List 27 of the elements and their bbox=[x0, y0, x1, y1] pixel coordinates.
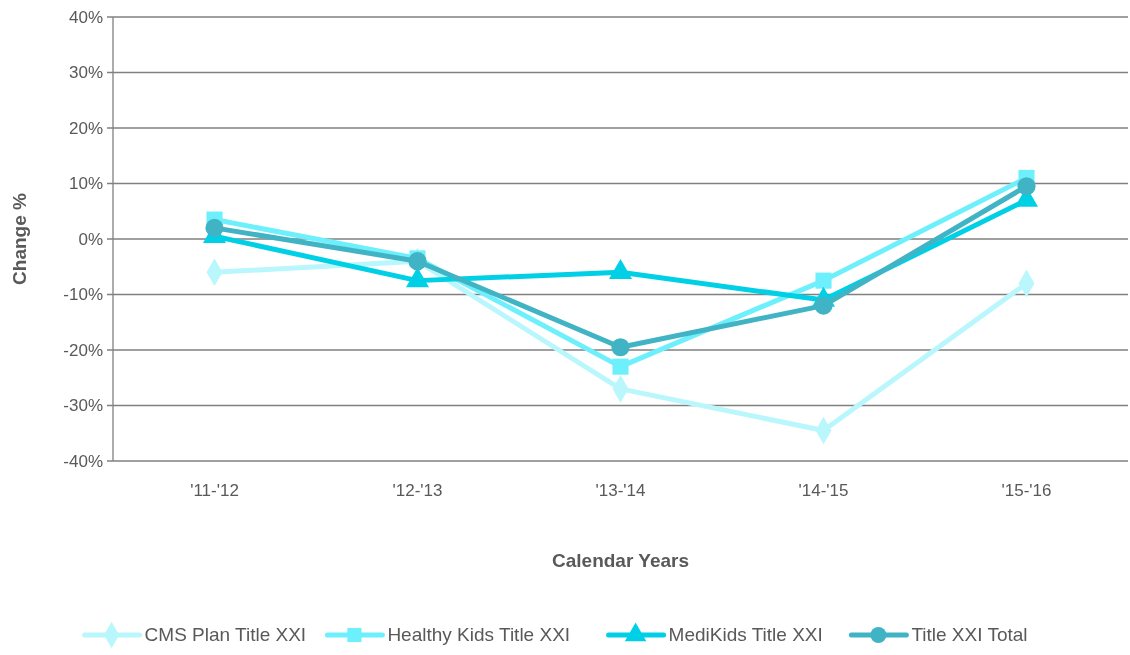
y-tick-label: 20% bbox=[68, 118, 103, 138]
y-axis-title: Change % bbox=[9, 192, 30, 285]
point bbox=[205, 218, 224, 237]
y-tick-label: -30% bbox=[63, 396, 103, 416]
legend-label: MediKids Title XXI bbox=[668, 624, 823, 645]
point bbox=[815, 272, 832, 289]
point bbox=[1017, 177, 1036, 196]
y-tick-label: 30% bbox=[68, 63, 103, 83]
y-tick-label: 10% bbox=[68, 174, 103, 194]
y-tick-label: 0% bbox=[78, 229, 103, 249]
legend-label: CMS Plan Title XXI bbox=[144, 624, 307, 645]
legend-label: Title XXI Total bbox=[911, 624, 1028, 645]
point bbox=[611, 338, 630, 357]
x-tick-label: '12-'13 bbox=[392, 481, 443, 500]
point bbox=[814, 296, 833, 315]
x-axis-title: Calendar Years bbox=[552, 550, 689, 571]
y-tick-label: -20% bbox=[63, 340, 103, 360]
x-tick-label: '11-'12 bbox=[190, 481, 239, 500]
y-tick-label: 40% bbox=[68, 7, 103, 27]
x-tick-label: '15-'16 bbox=[1001, 481, 1052, 500]
x-tick-label: '13-'14 bbox=[595, 481, 646, 500]
y-tick-label: -10% bbox=[63, 285, 103, 305]
legend-label: Healthy Kids Title XXI bbox=[387, 624, 571, 645]
x-tick-label: '14-'15 bbox=[798, 481, 849, 500]
point bbox=[408, 252, 427, 271]
y-tick-label: -40% bbox=[63, 451, 103, 471]
point bbox=[612, 358, 629, 375]
